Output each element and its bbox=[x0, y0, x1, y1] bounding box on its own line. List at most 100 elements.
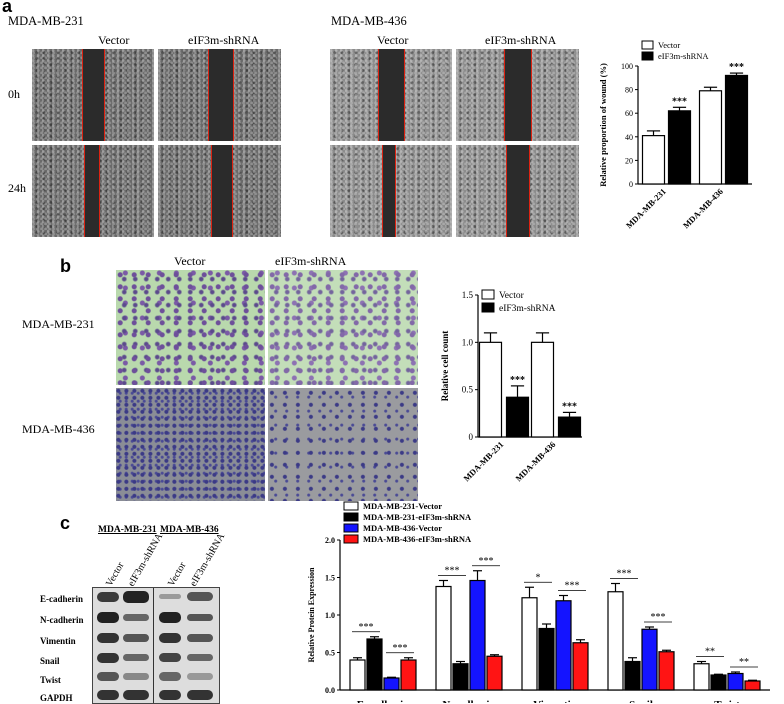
legend-label: Vector bbox=[499, 291, 525, 301]
blot-lane-1: Vector bbox=[104, 560, 127, 589]
scratch-image-231-shrna-24h bbox=[158, 145, 281, 237]
bar bbox=[658, 651, 675, 691]
panel-a-col-shrna-1: eIF3m-shRNA bbox=[188, 33, 260, 47]
scratch-image-231-shrna-0h bbox=[158, 49, 281, 141]
y-tick-label: 1.5 bbox=[325, 574, 335, 583]
panel-b-row-436: MDA-MB-436 bbox=[22, 422, 95, 436]
y-tick-label: 20 bbox=[625, 156, 633, 165]
western-blot-image bbox=[92, 587, 220, 704]
bar bbox=[667, 110, 692, 185]
panel-c-label: c bbox=[60, 513, 71, 533]
y-tick-label: 40 bbox=[625, 133, 633, 142]
bar bbox=[505, 396, 530, 438]
blot-label-vimentin: Vimentin bbox=[40, 636, 76, 646]
legend-swatch bbox=[343, 501, 359, 511]
x-tick-label: MDA-MB-231 bbox=[461, 439, 505, 483]
panel-a-col-vector-2: Vector bbox=[377, 33, 409, 47]
blot-label-twist: Twist bbox=[40, 675, 61, 685]
legend-swatch bbox=[641, 51, 654, 61]
bar bbox=[572, 642, 589, 691]
panel-b-col-vector: Vector bbox=[174, 254, 206, 268]
transwell-image-231-vector bbox=[116, 270, 265, 385]
y-tick-label: 1.5 bbox=[462, 290, 474, 300]
bar bbox=[710, 674, 727, 691]
bar bbox=[486, 655, 503, 691]
bar bbox=[641, 135, 666, 185]
panel-b-label: b bbox=[60, 256, 71, 276]
transwell-image-436-vector bbox=[116, 388, 265, 501]
bar bbox=[607, 591, 624, 691]
bar bbox=[478, 341, 503, 438]
panel-a-row-0h-1: 0h bbox=[8, 87, 20, 101]
y-axis-label: Relative proportion of wound (%) bbox=[598, 63, 608, 187]
bar bbox=[400, 659, 417, 691]
blot-label-ncadherin: N-cadherin bbox=[40, 615, 84, 625]
blot-label-ecadherin: E-cadherin bbox=[40, 594, 84, 604]
transwell-image-231-shrna bbox=[268, 270, 418, 385]
blot-header-231: MDA-MB-231 bbox=[98, 525, 157, 535]
scratch-image-436-vector-0h bbox=[330, 49, 452, 141]
panel-a-col-vector-1: Vector bbox=[98, 33, 130, 47]
y-tick-label: 0.0 bbox=[325, 686, 335, 695]
blot-lane-3: Vector bbox=[166, 560, 189, 589]
legend-swatch bbox=[343, 523, 359, 533]
x-tick-label: Vimentin bbox=[533, 699, 577, 703]
bar bbox=[366, 638, 383, 691]
scratch-image-231-vector-0h bbox=[32, 49, 154, 141]
legend-label: MDA-MB-231-eIF3m-shRNA bbox=[363, 512, 472, 522]
legend-label: eIF3m-shRNA bbox=[658, 51, 709, 61]
panel-a-col-shrna-2: eIF3m-shRNA bbox=[485, 33, 557, 47]
scratch-image-436-shrna-24h bbox=[456, 145, 579, 237]
legend-swatch bbox=[343, 534, 359, 544]
bar bbox=[435, 585, 452, 691]
significance-label: *** bbox=[672, 96, 687, 107]
x-tick-label: E-cadherin bbox=[357, 699, 410, 703]
bar bbox=[555, 600, 572, 691]
significance-label: ** bbox=[705, 647, 715, 658]
bar bbox=[383, 677, 400, 691]
transwell-chart: 0 0.5 1.0 1.5 Relative cell count *** MDA-MB-2… bbox=[440, 289, 582, 483]
y-tick-label: 80 bbox=[625, 86, 633, 95]
legend-swatch bbox=[641, 40, 654, 50]
x-tick-label: MDA-MB-231 bbox=[624, 186, 668, 230]
legend-label: Vector bbox=[658, 40, 680, 50]
y-tick-label: 0 bbox=[469, 432, 474, 442]
bar bbox=[698, 90, 723, 185]
bar bbox=[557, 416, 582, 438]
legend-label: MDA-MB-231-Vector bbox=[363, 501, 442, 511]
bar bbox=[469, 579, 486, 691]
y-tick-label: 1.0 bbox=[325, 611, 335, 620]
protein-expression-chart: 0.0 0.5 1.0 1.5 2.0 Relative Protein Expressi… bbox=[307, 501, 770, 703]
legend-label: MDA-MB-436-eIF3m-shRNA bbox=[363, 534, 472, 544]
significance-label: *** bbox=[479, 556, 494, 567]
y-tick-label: 0 bbox=[629, 180, 633, 189]
y-tick-label: 1.0 bbox=[462, 337, 474, 347]
transwell-image-436-shrna bbox=[268, 388, 418, 501]
legend-swatch bbox=[343, 512, 359, 522]
blot-header-436: MDA-MB-436 bbox=[160, 525, 219, 535]
y-tick-label: 2.0 bbox=[325, 536, 335, 545]
y-tick-label: 60 bbox=[625, 109, 633, 118]
bar bbox=[641, 628, 658, 691]
legend-swatch bbox=[481, 289, 495, 300]
bar bbox=[624, 660, 641, 691]
blot-label-gapdh: GAPDH bbox=[40, 693, 73, 703]
y-axis-label: Relative Protein Expression bbox=[307, 567, 316, 662]
bar bbox=[538, 627, 555, 691]
panel-a-cellline-1: MDA-MB-231 bbox=[8, 14, 84, 28]
bar bbox=[530, 341, 555, 438]
bar bbox=[349, 659, 366, 691]
legend-label: MDA-MB-436-Vector bbox=[363, 523, 442, 533]
legend-label: eIF3m-shRNA bbox=[499, 304, 556, 314]
blot-lane-2: eIF3m-shRNA bbox=[126, 531, 166, 589]
scratch-image-231-vector-24h bbox=[32, 145, 154, 237]
bar bbox=[521, 597, 538, 691]
significance-label: *** bbox=[445, 566, 460, 577]
significance-label: *** bbox=[617, 569, 632, 580]
bar bbox=[744, 680, 761, 691]
scratch-image-436-vector-24h bbox=[330, 145, 452, 237]
y-tick-label: 0.5 bbox=[462, 385, 474, 395]
y-tick-label: 100 bbox=[621, 62, 633, 71]
bar bbox=[452, 663, 469, 691]
significance-label: *** bbox=[359, 622, 374, 633]
